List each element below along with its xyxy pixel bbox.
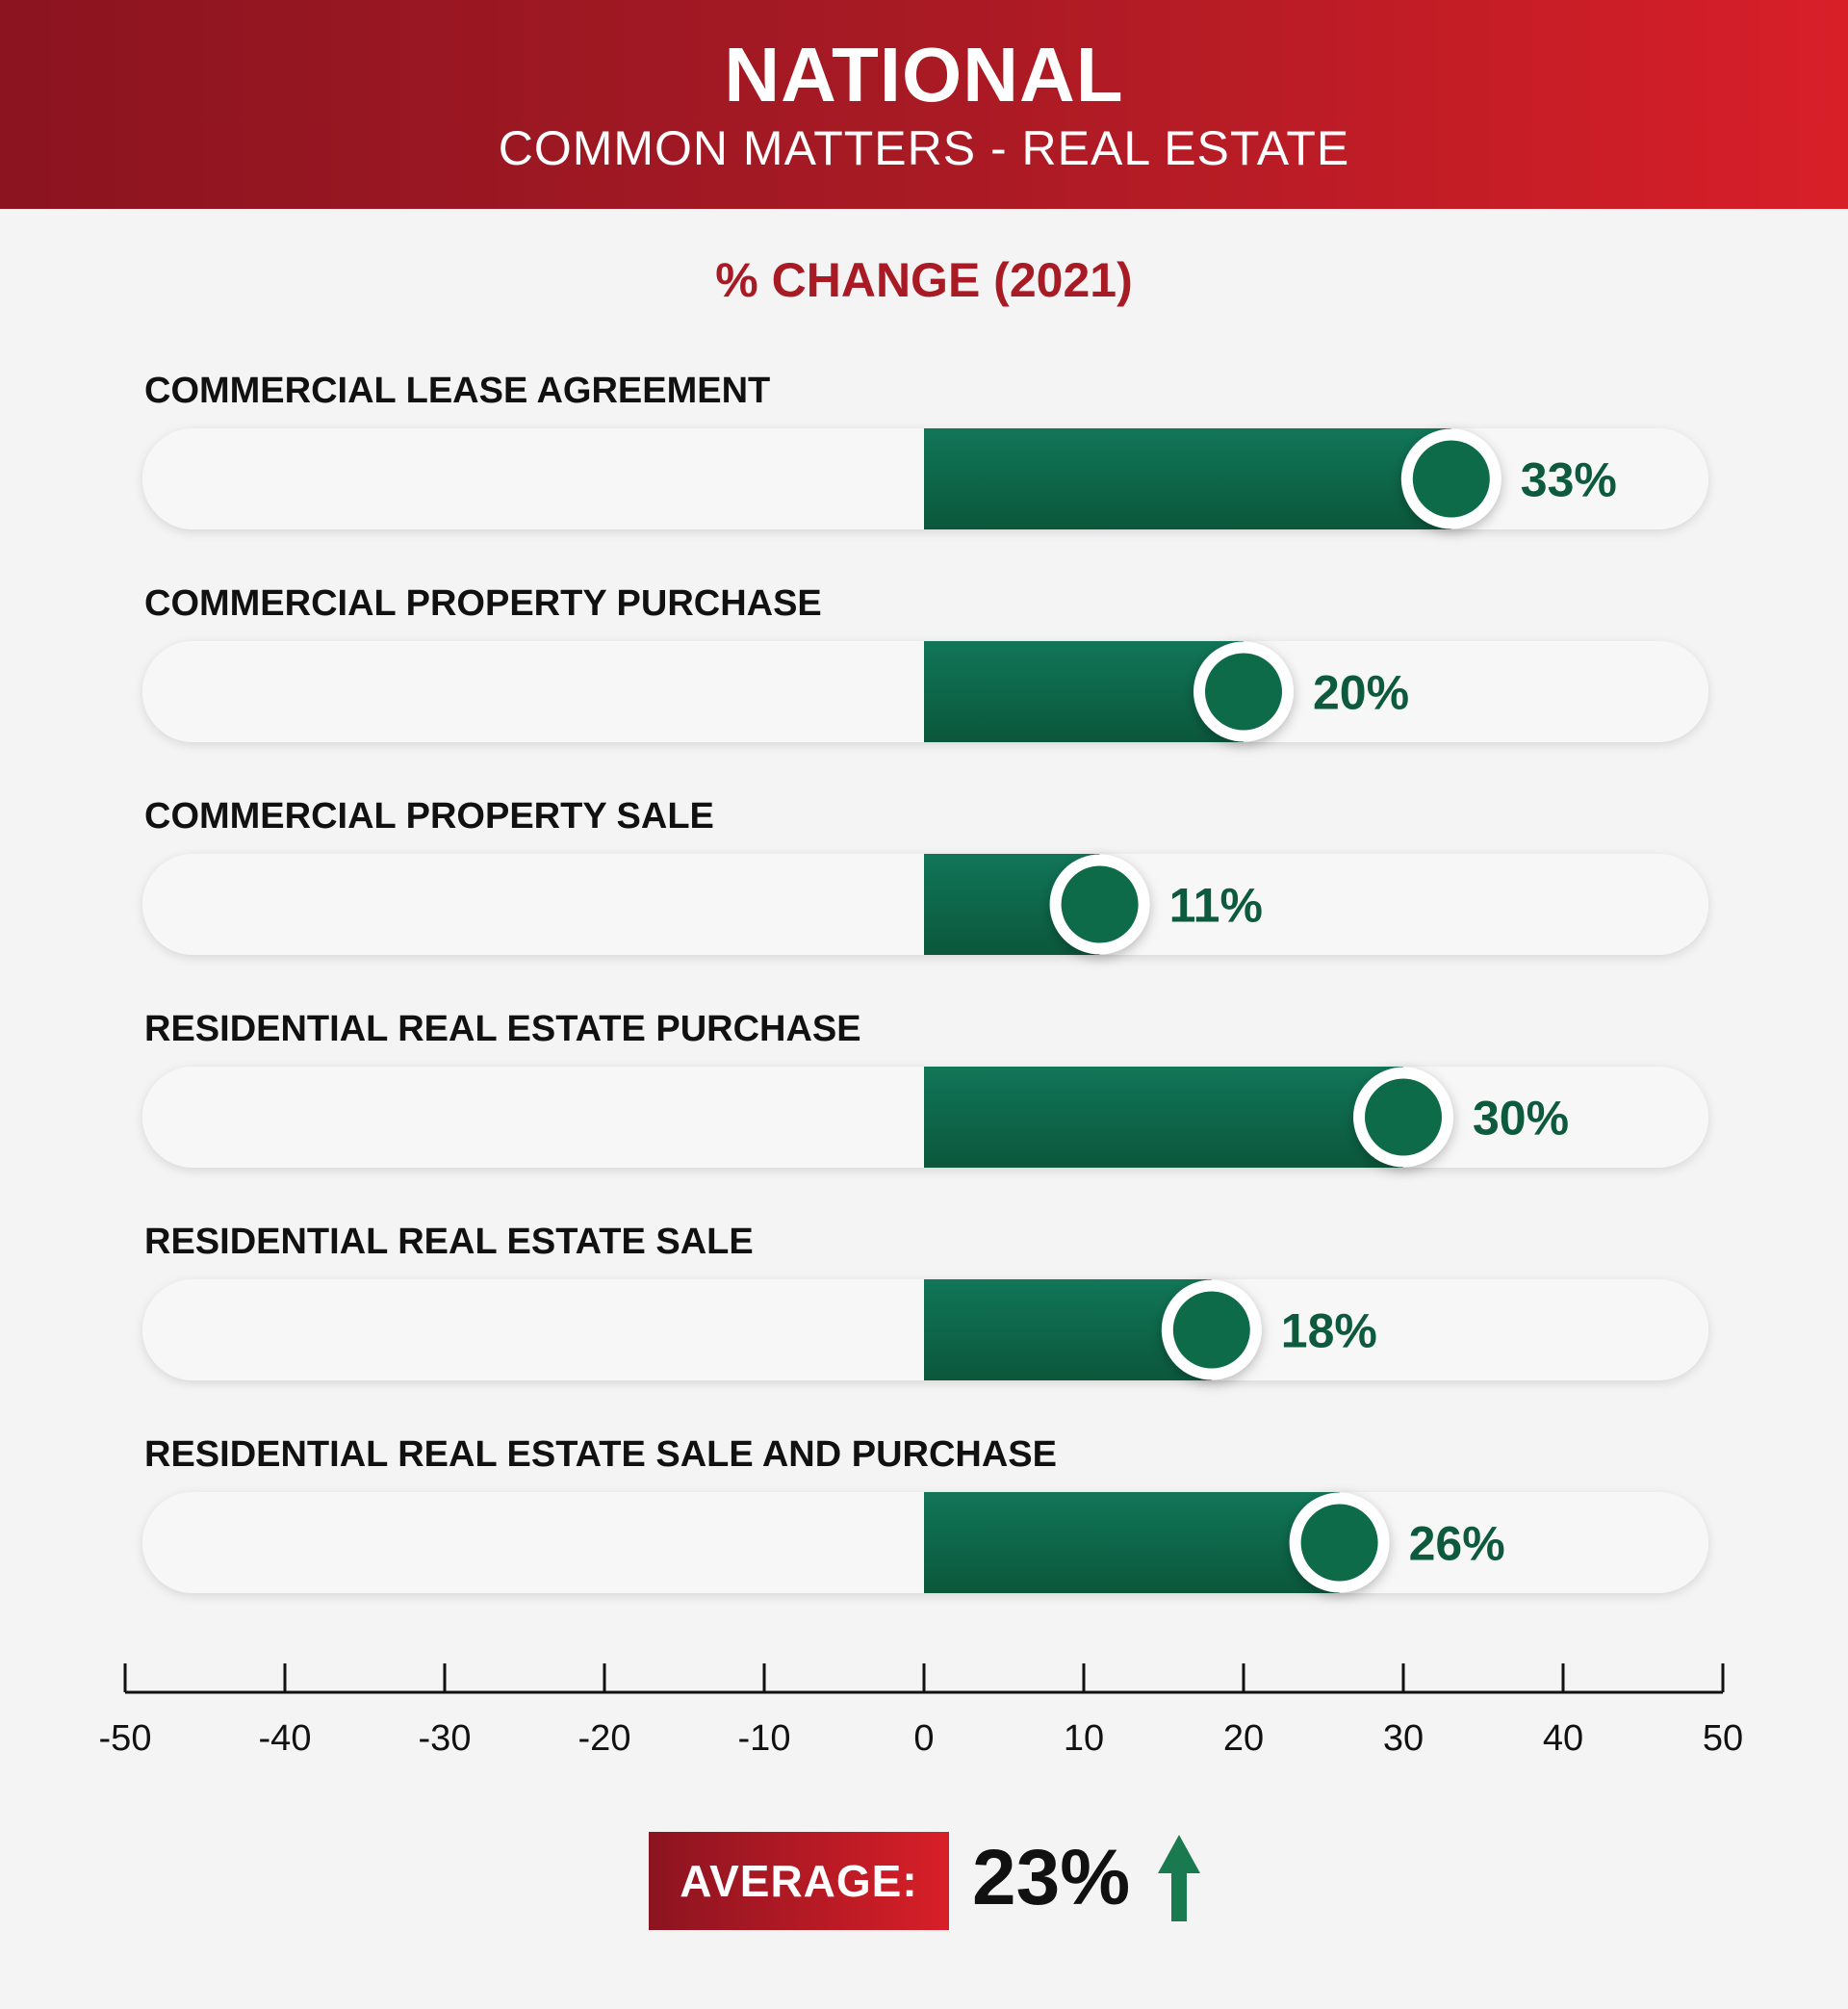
category-label: COMMERCIAL LEASE AGREEMENT <box>144 371 770 411</box>
value-label: 30% <box>1473 1092 1569 1146</box>
chart-row: COMMERCIAL PROPERTY PURCHASE 20% <box>142 583 1708 742</box>
tick-label: 30 <box>1383 1718 1424 1759</box>
category-label: RESIDENTIAL REAL ESTATE SALE AND PURCHAS… <box>144 1434 1057 1475</box>
tick-label: -10 <box>738 1718 791 1759</box>
category-label: COMMERCIAL PROPERTY PURCHASE <box>144 583 822 624</box>
bar <box>924 428 1451 529</box>
tick-label: 20 <box>1223 1718 1264 1759</box>
value-label: 11% <box>1169 879 1263 933</box>
value-label: 18% <box>1281 1304 1377 1358</box>
chart-row: COMMERCIAL LEASE AGREEMENT 33% <box>142 371 1708 529</box>
category-label: COMMERCIAL PROPERTY SALE <box>144 796 714 837</box>
tick-label: 10 <box>1064 1718 1104 1759</box>
category-label: RESIDENTIAL REAL ESTATE SALE <box>144 1222 754 1262</box>
bar-knob <box>1061 865 1139 943</box>
tick-label: 40 <box>1543 1718 1583 1759</box>
bar-knob <box>1412 440 1490 518</box>
value-label: 33% <box>1521 453 1617 507</box>
tick-label: -30 <box>419 1718 472 1759</box>
value-label: 26% <box>1409 1517 1505 1571</box>
arrow-up-icon <box>1158 1835 1200 1921</box>
average-value: 23% <box>972 1834 1131 1921</box>
tick-label: -50 <box>99 1718 152 1759</box>
page-title: NATIONAL <box>724 32 1124 117</box>
value-label: 20% <box>1313 666 1409 720</box>
bar <box>924 1492 1340 1593</box>
tick-label: -40 <box>259 1718 312 1759</box>
x-axis: -50 -40 -30 -20 -10 0 10 20 30 40 50 <box>99 1663 1743 1759</box>
chart-row: RESIDENTIAL REAL ESTATE PURCHASE 30% <box>142 1009 1708 1168</box>
average-label: AVERAGE: <box>649 1832 949 1930</box>
bar <box>924 1067 1403 1168</box>
bar-knob <box>1300 1504 1378 1582</box>
bar-knob <box>1205 653 1282 731</box>
chart-row: RESIDENTIAL REAL ESTATE SALE 18% <box>142 1222 1708 1380</box>
chart-row: RESIDENTIAL REAL ESTATE SALE AND PURCHAS… <box>142 1434 1708 1593</box>
bar-knob <box>1365 1078 1442 1156</box>
tick-label: 0 <box>913 1718 934 1759</box>
header-banner: NATIONAL COMMON MATTERS - REAL ESTATE <box>0 0 1848 209</box>
bar-knob <box>1172 1291 1250 1369</box>
category-label: RESIDENTIAL REAL ESTATE PURCHASE <box>144 1009 861 1049</box>
chart-row: COMMERCIAL PROPERTY SALE 11% <box>142 796 1708 955</box>
tick-label: 50 <box>1703 1718 1743 1759</box>
bar <box>924 641 1244 742</box>
tick-label: -20 <box>578 1718 631 1759</box>
chart-title: % CHANGE (2021) <box>715 253 1133 307</box>
page-subtitle: COMMON MATTERS - REAL ESTATE <box>498 121 1350 175</box>
